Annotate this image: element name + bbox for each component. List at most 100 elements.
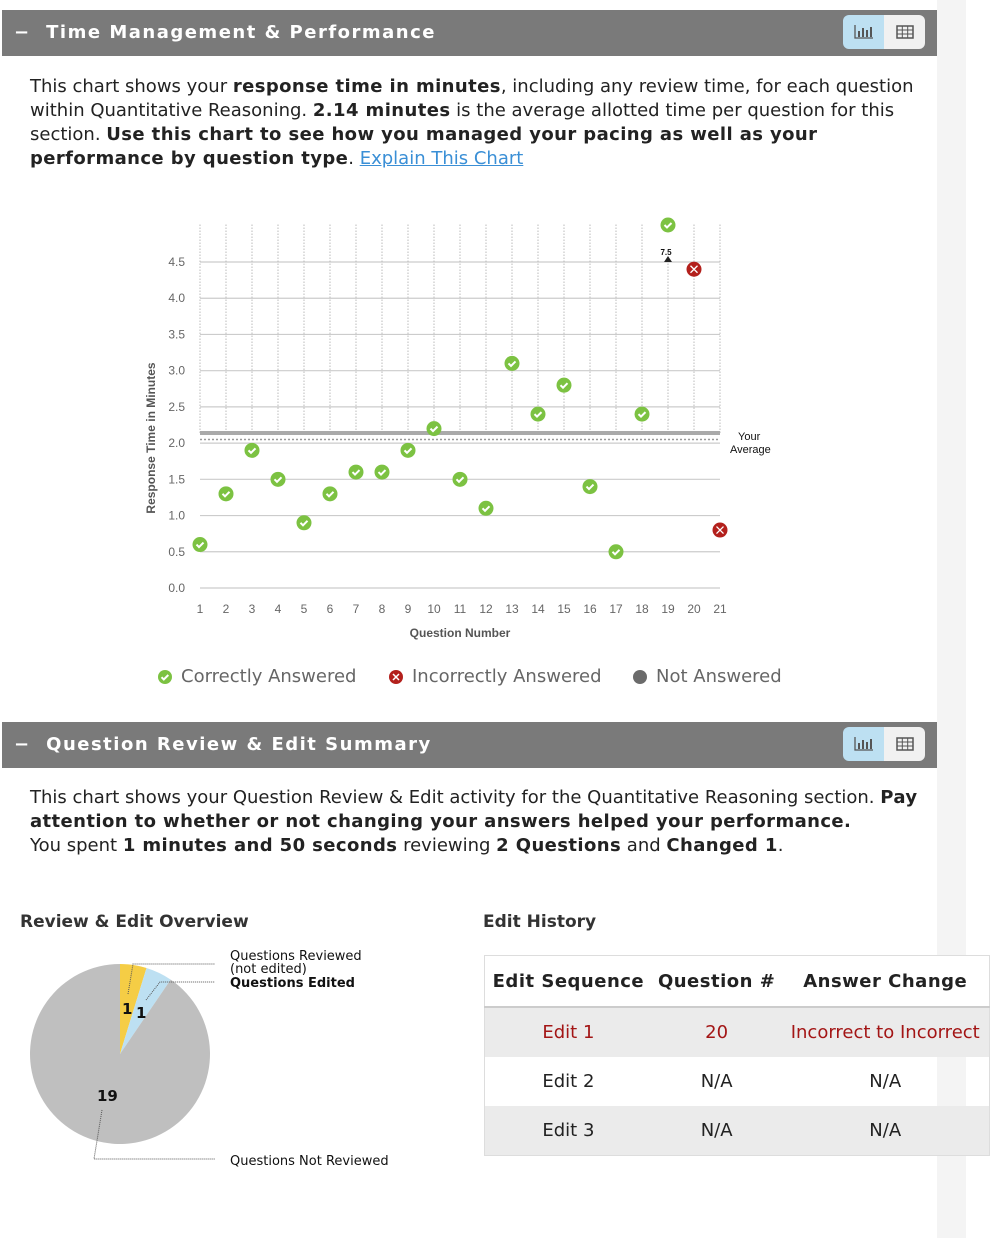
legend-not-answered: Not Answered	[632, 666, 782, 687]
offscale-label: 7.5	[660, 248, 672, 257]
check-icon	[247, 447, 257, 455]
chart-view-button[interactable]	[843, 727, 884, 761]
offscale-arrow	[664, 256, 672, 262]
bar-chart-icon	[853, 737, 873, 751]
col-header: Question #	[651, 955, 782, 1008]
x-tick-label: 3	[249, 602, 256, 616]
cell: Edit 1	[484, 1007, 652, 1057]
x-tick-label: 2	[223, 602, 230, 616]
correct-point	[348, 464, 364, 480]
pie-label-reviewed: Questions Reviewed (not edited)	[230, 949, 362, 977]
collapse-icon[interactable]: −	[14, 734, 31, 755]
x-tick-label: 8	[379, 602, 386, 616]
check-circle-icon	[158, 669, 172, 684]
correct-point	[426, 421, 442, 437]
pie-slice	[120, 967, 171, 1054]
y-tick-label: 0.0	[168, 581, 185, 595]
table-header-row: Edit Sequence Question # Answer Change	[484, 955, 990, 1008]
check-icon	[663, 222, 673, 229]
x-circle-icon	[389, 669, 403, 684]
check-icon	[559, 382, 569, 390]
section-title: Question Review & Edit Summary	[46, 734, 432, 755]
average-label: Average	[730, 444, 771, 456]
table-row: Edit 1 20 Incorrect to Incorrect	[484, 1007, 990, 1057]
review-description: This chart shows your Question Review & …	[30, 787, 918, 856]
table-row: Edit 3 N/A N/A	[484, 1106, 990, 1156]
table-icon	[895, 737, 914, 751]
view-toggle[interactable]	[843, 15, 925, 49]
x-icon	[690, 265, 698, 274]
y-tick-label: 2.5	[168, 400, 185, 414]
check-icon	[611, 549, 621, 556]
check-icon	[195, 541, 205, 549]
average-label: Your	[738, 431, 761, 443]
check-icon	[351, 469, 361, 477]
pie-leader-line	[145, 981, 215, 1001]
x-tick-label: 11	[454, 602, 467, 616]
explain-chart-link[interactable]: Explain This Chart	[359, 148, 524, 169]
correct-point	[478, 500, 494, 516]
x-icon	[716, 526, 724, 535]
y-tick-label: 4.0	[168, 291, 185, 305]
x-tick-label: 10	[427, 602, 441, 616]
pie-leader-line	[127, 963, 215, 995]
review-pie-chart	[29, 963, 215, 1160]
correct-point	[608, 544, 624, 560]
section-title: Time Management & Performance	[46, 22, 436, 43]
y-tick-label: 2.0	[168, 436, 185, 450]
x-axis-label: Question Number	[410, 626, 511, 640]
correct-point	[582, 479, 598, 495]
time-description: This chart shows your response time in m…	[30, 76, 914, 169]
x-tick-label: 1	[197, 602, 204, 616]
check-icon	[299, 520, 309, 527]
legend-incorrect: Incorrectly Answered	[388, 666, 602, 687]
pie-slice	[120, 964, 147, 1054]
cell: Edit 2	[542, 1071, 595, 1092]
check-icon	[637, 411, 647, 419]
check-icon	[325, 491, 335, 498]
cell: N/A	[651, 1106, 782, 1156]
correct-point	[322, 486, 338, 502]
check-icon	[533, 411, 543, 419]
table-view-button[interactable]	[884, 727, 925, 761]
cell: Incorrect to Incorrect	[781, 1007, 990, 1057]
x-tick-label: 18	[635, 602, 649, 616]
chart-view-button[interactable]	[843, 15, 884, 49]
history-title: Edit History	[483, 912, 597, 932]
correct-point	[452, 471, 468, 487]
col-header: Answer Change	[781, 955, 990, 1008]
x-tick-label: 12	[479, 602, 493, 616]
x-tick-label: 7	[353, 602, 360, 616]
circle-icon	[633, 669, 647, 684]
collapse-icon[interactable]: −	[14, 22, 31, 43]
check-icon	[585, 483, 595, 491]
x-tick-label: 20	[687, 602, 701, 616]
y-tick-label: 4.5	[168, 255, 185, 269]
check-icon	[507, 360, 517, 368]
bar-chart-icon	[853, 25, 873, 39]
correct-point	[504, 355, 520, 371]
pie-value-edited: 1	[136, 1004, 147, 1022]
table-view-button[interactable]	[884, 15, 925, 49]
view-toggle[interactable]	[843, 727, 925, 761]
time-section-header[interactable]: − Time Management & Performance	[2, 10, 937, 56]
pie-value-reviewed: 1	[122, 1000, 133, 1018]
col-header: Edit Sequence	[484, 955, 652, 1008]
x-tick-label: 4	[275, 602, 282, 616]
y-tick-label: 1.0	[168, 509, 185, 523]
check-icon	[429, 425, 439, 433]
cell: 20	[651, 1007, 782, 1057]
review-section-header[interactable]: − Question Review & Edit Summary	[2, 722, 937, 768]
check-icon	[273, 476, 283, 484]
x-tick-label: 5	[301, 602, 308, 616]
x-tick-label: 9	[405, 602, 412, 616]
overview-title: Review & Edit Overview	[20, 912, 249, 932]
correct-point	[400, 442, 416, 458]
pie-slice	[29, 964, 210, 1144]
correct-point	[556, 377, 572, 393]
check-icon	[455, 476, 465, 484]
cell: N/A	[700, 1071, 733, 1092]
correct-point	[660, 217, 676, 233]
check-icon	[221, 491, 231, 498]
x-tick-label: 19	[661, 602, 675, 616]
